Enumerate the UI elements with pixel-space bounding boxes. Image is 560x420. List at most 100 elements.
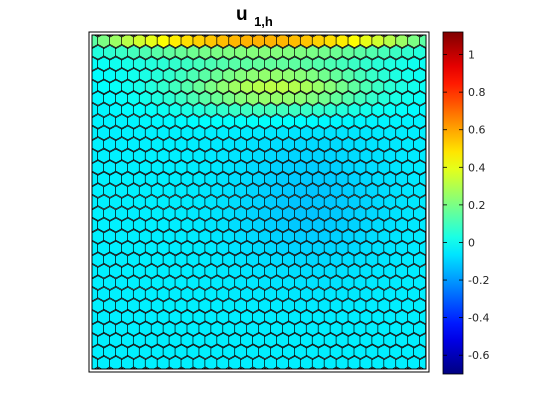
- mesh-cell: [74, 218, 87, 232]
- mesh-cell: [162, 206, 177, 221]
- mesh-cell: [126, 344, 141, 360]
- mesh-cell: [240, 56, 254, 72]
- mesh-cell: [401, 344, 415, 360]
- mesh-cell: [109, 148, 123, 164]
- mesh-cell: [353, 206, 368, 221]
- mesh-cell: [377, 252, 391, 267]
- mesh-cell: [276, 171, 290, 187]
- mesh-cell: [162, 114, 177, 129]
- mesh-cell: [204, 309, 219, 325]
- mesh-cell: [359, 35, 374, 49]
- mesh-cell: [395, 263, 409, 279]
- mesh-cell: [222, 298, 236, 313]
- mesh-cell: [383, 332, 397, 348]
- mesh-cell: [103, 275, 117, 290]
- mesh-cell: [288, 286, 302, 302]
- mesh-cell: [216, 286, 230, 302]
- mesh-cell: [156, 332, 171, 348]
- mesh-cell: [174, 344, 189, 360]
- mesh-cell: [240, 355, 254, 369]
- mesh-cell: [383, 240, 397, 256]
- mesh-cell: [252, 35, 266, 49]
- mesh-cell: [353, 91, 368, 106]
- mesh-cell: [341, 344, 356, 360]
- mesh-cell: [97, 102, 111, 118]
- mesh-cell: [168, 309, 183, 325]
- mesh-cell: [383, 217, 397, 233]
- mesh-cell: [121, 286, 135, 302]
- mesh-cell: [252, 240, 266, 256]
- mesh-cell: [150, 183, 165, 198]
- mesh-cell: [246, 229, 260, 244]
- mesh-cell: [299, 148, 314, 164]
- mesh-cell: [288, 217, 302, 233]
- mesh-cell: [419, 286, 426, 302]
- mesh-cell: [276, 125, 290, 141]
- mesh-cell: [198, 298, 213, 313]
- mesh-cell: [168, 148, 183, 164]
- mesh-cell: [282, 160, 296, 175]
- mesh-cell: [335, 332, 350, 348]
- mesh-cell: [234, 321, 248, 336]
- mesh-cell: [92, 91, 105, 106]
- mesh-cell: [180, 217, 195, 233]
- mesh-cell: [270, 252, 284, 267]
- mesh-cell: [407, 194, 421, 210]
- colorbar-bar: [442, 31, 464, 375]
- mesh-cell: [198, 229, 213, 244]
- mesh-cell: [162, 344, 177, 360]
- mesh-cell: [103, 344, 117, 360]
- mesh-cell: [359, 148, 374, 164]
- mesh-cell: [276, 286, 290, 302]
- mesh-cell: [395, 309, 409, 325]
- mesh-cell: [264, 148, 278, 164]
- mesh-cell: [74, 126, 87, 140]
- mesh-cell: [180, 355, 195, 369]
- mesh-cell: [348, 379, 361, 393]
- mesh-cell: [395, 240, 409, 256]
- mesh-cell: [276, 102, 290, 118]
- mesh-cell: [210, 229, 224, 244]
- mesh-cell: [138, 68, 153, 83]
- mesh-cell: [347, 171, 362, 187]
- mesh-cell: [389, 160, 403, 175]
- mesh-cell: [276, 355, 290, 369]
- mesh-cell: [359, 171, 374, 187]
- mesh-cell: [126, 160, 141, 175]
- mesh-cell: [335, 171, 350, 187]
- mesh-cell: [222, 344, 236, 360]
- mesh-cell: [329, 44, 344, 60]
- mesh-cell: [216, 79, 230, 95]
- mesh-cell: [371, 309, 386, 325]
- mesh-cell: [419, 171, 426, 187]
- mesh-cell: [305, 252, 320, 267]
- mesh-cell: [210, 183, 224, 198]
- mesh-cell: [335, 355, 350, 369]
- mesh-cell: [323, 240, 338, 256]
- mesh-cell: [305, 160, 320, 175]
- mesh-cell: [115, 275, 129, 290]
- mesh-cell: [413, 298, 426, 313]
- mesh-cell: [317, 114, 332, 129]
- mesh-cell: [395, 79, 409, 95]
- mesh-cell: [377, 206, 391, 221]
- mesh-cell: [347, 309, 362, 325]
- mesh-cell: [407, 56, 421, 72]
- mesh-cell: [222, 44, 236, 60]
- mesh-cell: [186, 183, 201, 198]
- mesh-cell: [347, 79, 362, 95]
- mesh-cell: [97, 56, 111, 72]
- mesh-cell: [150, 44, 165, 60]
- mesh-cell: [174, 321, 189, 336]
- mesh-cell: [294, 160, 308, 175]
- mesh-cell: [323, 286, 338, 302]
- mesh-cell: [420, 379, 433, 393]
- mesh-cell: [270, 137, 284, 152]
- mesh-cell: [216, 148, 230, 164]
- mesh-cell: [407, 35, 421, 49]
- mesh-cell: [253, 379, 266, 393]
- mesh-cell: [210, 137, 224, 152]
- mesh-cell: [186, 321, 201, 336]
- mesh-cell: [246, 275, 260, 290]
- mesh-cell: [311, 286, 326, 302]
